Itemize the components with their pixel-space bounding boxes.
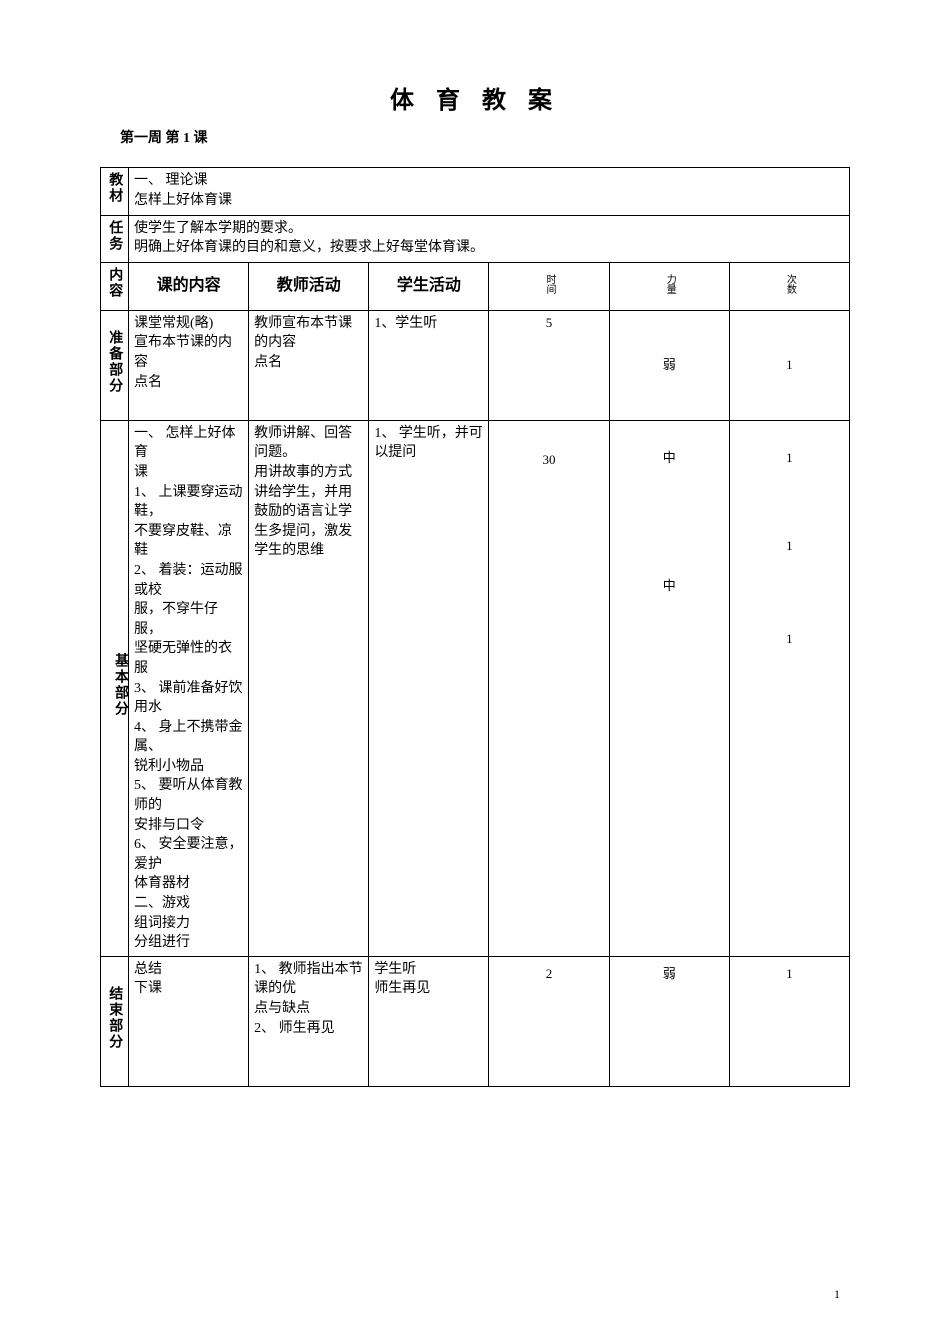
header-content: 课的内容	[129, 263, 249, 311]
task-row: 任务 使学生了解本学期的要求。 明确上好体育课的目的和意义，按要求上好每堂体育课…	[101, 215, 850, 263]
header-row: 内容 课的内容 教师活动 学生活动 时间 力量 次数	[101, 263, 850, 311]
end-content: 总结 下课	[129, 956, 249, 1086]
main-label: 基本部分	[101, 420, 129, 956]
prep-label: 准备部分	[101, 310, 129, 420]
main-content: 一、 怎样上好体育 课 1、 上课要穿运动鞋， 不要穿皮鞋、凉鞋 2、 着装：运…	[129, 420, 249, 956]
material-content: 一、 理论课 怎样上好体育课	[129, 168, 850, 216]
prep-time: 5	[489, 310, 609, 420]
material-label: 教材	[101, 168, 129, 216]
header-teacher: 教师活动	[249, 263, 369, 311]
page-number: 1	[100, 1287, 850, 1302]
end-student: 学生听 师生再见	[369, 956, 489, 1086]
main-student: 1、 学生听，并可 以提问	[369, 420, 489, 956]
end-time: 2	[489, 956, 609, 1086]
task-content: 使学生了解本学期的要求。 明确上好体育课的目的和意义，按要求上好每堂体育课。	[129, 215, 850, 263]
header-time: 时间	[489, 263, 609, 311]
end-count: 1	[729, 956, 849, 1086]
end-intensity: 弱	[609, 956, 729, 1086]
end-row: 结束部分 总结 下课 1、 教师指出本节课的优 点与缺点 2、 师生再见 学生听…	[101, 956, 850, 1086]
end-teacher: 1、 教师指出本节课的优 点与缺点 2、 师生再见	[249, 956, 369, 1086]
document-subtitle: 第一周 第 1 课	[120, 127, 850, 147]
main-intensity: 中 中	[609, 420, 729, 956]
document-title: 体 育 教 案	[100, 80, 850, 115]
task-label: 任务	[101, 215, 129, 263]
material-row: 教材 一、 理论课 怎样上好体育课	[101, 168, 850, 216]
main-count: 1 1 1	[729, 420, 849, 956]
main-time: 30	[489, 420, 609, 956]
header-intensity: 力量	[609, 263, 729, 311]
prep-count: 1	[729, 310, 849, 420]
header-count: 次数	[729, 263, 849, 311]
prep-intensity: 弱	[609, 310, 729, 420]
prep-content: 课堂常规(略) 宣布本节课的内容 点名	[129, 310, 249, 420]
header-student: 学生活动	[369, 263, 489, 311]
content-label: 内容	[101, 263, 129, 311]
prep-teacher: 教师宣布本节课的内容 点名	[249, 310, 369, 420]
lesson-plan-table: 教材 一、 理论课 怎样上好体育课 任务 使学生了解本学期的要求。 明确上好体育…	[100, 167, 850, 1087]
main-teacher: 教师讲解、回答问题。 用讲故事的方式讲给学生，并用鼓励的语言让学生多提问，激发学…	[249, 420, 369, 956]
end-label: 结束部分	[101, 956, 129, 1086]
prep-student: 1、学生听	[369, 310, 489, 420]
prep-row: 准备部分 课堂常规(略) 宣布本节课的内容 点名 教师宣布本节课的内容 点名 1…	[101, 310, 850, 420]
main-row: 基本部分 一、 怎样上好体育 课 1、 上课要穿运动鞋， 不要穿皮鞋、凉鞋 2、…	[101, 420, 850, 956]
